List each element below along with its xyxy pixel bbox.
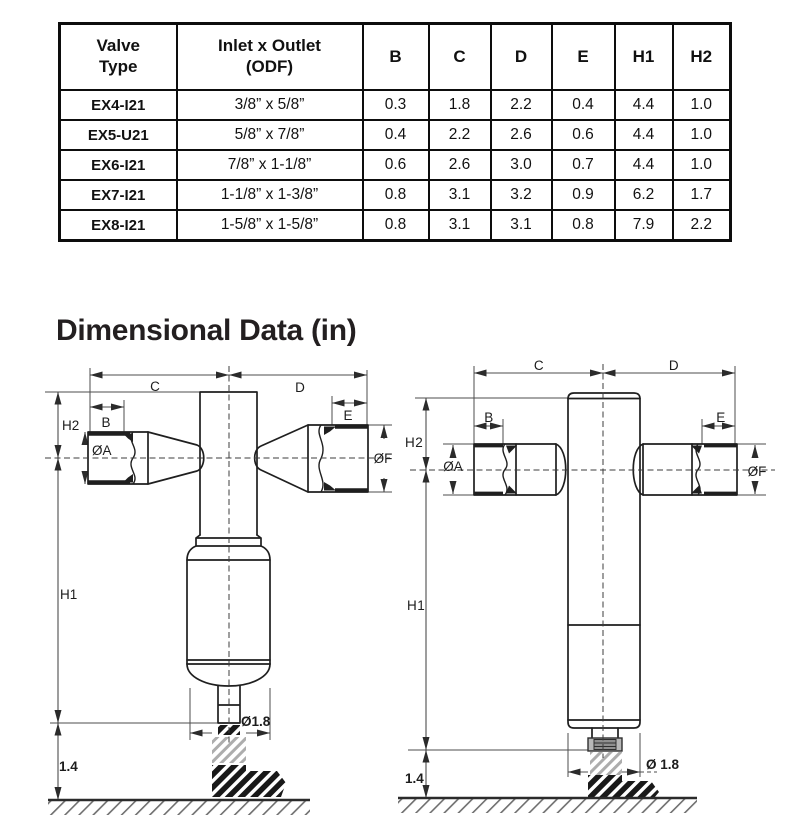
cell-e: 0.7 <box>550 149 616 181</box>
cell-valve-type: EX6-I21 <box>58 149 178 181</box>
column-header-h1: H1 <box>613 22 674 91</box>
cell-valve-type: EX7-I21 <box>58 179 178 211</box>
cell-c: 2.2 <box>427 119 492 151</box>
cell-valve-type: EX5-U21 <box>58 119 178 151</box>
cell-e: 0.8 <box>550 209 616 242</box>
cell-b: 0.4 <box>361 119 430 151</box>
column-header-c: C <box>427 22 492 91</box>
cell-d: 3.1 <box>489 209 553 242</box>
inlet-port-left <box>87 431 205 485</box>
cell-h2: 1.0 <box>671 149 732 181</box>
table-header-row: Valve Type Inlet x Outlet (ODF) B C D E … <box>58 22 732 91</box>
centerlines <box>45 366 390 746</box>
right-valve-diagram: C D H2 B E ØA ØF H1 Ø 1.8 1.4 <box>398 358 775 813</box>
column-header-inlet-outlet: Inlet x Outlet (ODF) <box>175 22 364 91</box>
cell-valve-type: EX8-I21 <box>58 209 178 242</box>
dim-label-dia-f: ØF <box>748 464 767 479</box>
cell-c: 3.1 <box>427 209 492 242</box>
column-header-e: E <box>550 22 616 91</box>
ground-line <box>398 796 697 813</box>
cell-h2: 1.0 <box>671 89 732 121</box>
left-valve-diagram: C D H2 B E ØA ØF H1 Ø1.8 1.4 <box>45 366 393 815</box>
cell-h2: 1.0 <box>671 119 732 151</box>
table-row: EX8-I21 1-5/8” x 1-5/8” 0.8 3.1 3.1 0.8 … <box>58 209 732 242</box>
cell-e: 0.4 <box>550 89 616 121</box>
dimension-lines <box>422 369 759 798</box>
centerlines <box>410 364 775 758</box>
extension-lines <box>408 366 766 777</box>
table-row: EX6-I21 7/8” x 1-1/8” 0.6 2.6 3.0 0.7 4.… <box>58 149 732 181</box>
cell-c: 1.8 <box>427 89 492 121</box>
dim-label-h2: H2 <box>405 435 423 450</box>
cell-b: 0.3 <box>361 89 430 121</box>
valve-body-outline <box>186 391 271 724</box>
table-row: EX5-U21 5/8” x 7/8” 0.4 2.2 2.6 0.6 4.4 … <box>58 119 732 151</box>
cell-size: 3/8” x 5/8” <box>175 89 364 121</box>
cell-h1: 4.4 <box>613 149 674 181</box>
cell-valve-type: EX4-I21 <box>58 89 178 121</box>
column-header-valve-type: Valve Type <box>58 22 178 91</box>
cell-h2: 2.2 <box>671 209 732 242</box>
cable-hatch <box>212 725 286 797</box>
cell-e: 0.6 <box>550 119 616 151</box>
column-header-b: B <box>361 22 430 91</box>
cell-d: 2.2 <box>489 89 553 121</box>
cell-size: 7/8” x 1-1/8” <box>175 149 364 181</box>
cable-hatch <box>588 752 659 798</box>
column-header-d: D <box>489 22 553 91</box>
cell-c: 3.1 <box>427 179 492 211</box>
cell-h1: 4.4 <box>613 89 674 121</box>
cell-e: 0.9 <box>550 179 616 211</box>
dim-label-e: E <box>343 408 352 423</box>
table-row: EX7-I21 1-1/8” x 1-3/8” 0.8 3.1 3.2 0.9 … <box>58 179 732 211</box>
dim-label-1-4: 1.4 <box>59 759 78 774</box>
cell-size: 5/8” x 7/8” <box>175 119 364 151</box>
cell-c: 2.6 <box>427 149 492 181</box>
dim-label-e: E <box>716 410 726 425</box>
valve-body-outline <box>567 392 641 752</box>
dim-label-h1: H1 <box>407 598 425 613</box>
dim-label-dia-18: Ø 1.8 <box>646 757 680 772</box>
ground-line <box>48 798 310 815</box>
cell-h1: 4.4 <box>613 119 674 151</box>
dim-label-c: C <box>150 379 160 394</box>
cell-b: 0.6 <box>361 149 430 181</box>
dim-label-dia-f: ØF <box>374 451 393 466</box>
cell-d: 3.0 <box>489 149 553 181</box>
cell-b: 0.8 <box>361 209 430 242</box>
dim-label-dia-a: ØA <box>443 459 463 474</box>
dim-label-d: D <box>295 380 305 395</box>
column-header-h2: H2 <box>671 22 732 91</box>
dimension-lines <box>54 371 388 800</box>
dim-label-h1: H1 <box>60 587 77 602</box>
cell-h2: 1.7 <box>671 179 732 211</box>
table-row: EX4-I21 3/8” x 5/8” 0.3 1.8 2.2 0.4 4.4 … <box>58 89 732 121</box>
dim-label-1-4: 1.4 <box>405 771 424 786</box>
dim-label-b: B <box>484 410 494 425</box>
cell-size: 1-5/8” x 1-5/8” <box>175 209 364 242</box>
dim-label-dia-18: Ø1.8 <box>241 714 271 729</box>
dim-label-dia-a: ØA <box>92 443 112 458</box>
cell-h1: 7.9 <box>613 209 674 242</box>
dim-label-h2: H2 <box>62 418 79 433</box>
cell-d: 2.6 <box>489 119 553 151</box>
valve-dimension-table: Valve Type Inlet x Outlet (ODF) B C D E … <box>58 22 732 242</box>
cell-size: 1-1/8” x 1-3/8” <box>175 179 364 211</box>
section-title: Dimensional Data (in) <box>56 314 357 347</box>
extension-lines <box>45 368 392 740</box>
dim-label-d: D <box>669 358 679 373</box>
cell-d: 3.2 <box>489 179 553 211</box>
dim-label-c: C <box>534 358 544 373</box>
dim-label-b: B <box>101 415 110 430</box>
cell-b: 0.8 <box>361 179 430 211</box>
cell-h1: 6.2 <box>613 179 674 211</box>
